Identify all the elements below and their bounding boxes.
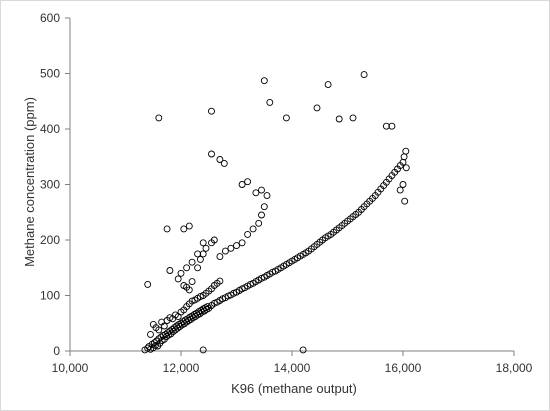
data-point xyxy=(183,264,191,272)
data-point xyxy=(204,303,212,311)
y-tick-label: 500 xyxy=(40,67,60,81)
data-point xyxy=(166,267,174,274)
data-point xyxy=(180,320,188,328)
y-tick-label: 0 xyxy=(53,344,60,358)
x-tick-label: 12,000 xyxy=(163,361,200,375)
data-point xyxy=(260,203,268,211)
y-axis-title: Methane concentration (ppm) xyxy=(22,97,37,267)
data-point xyxy=(220,159,228,167)
y-tick-label: 300 xyxy=(40,178,60,192)
data-point xyxy=(180,282,188,289)
x-tick-label: 14,000 xyxy=(274,361,311,375)
data-point xyxy=(244,230,252,238)
data-point xyxy=(160,322,168,330)
data-point xyxy=(174,275,182,283)
x-axis-title: K96 (methane output) xyxy=(231,381,357,396)
data-point xyxy=(147,330,154,338)
x-tick-label: 10,000 xyxy=(52,361,89,375)
data-point xyxy=(185,222,193,230)
data-point xyxy=(196,255,204,263)
data-point xyxy=(180,225,188,233)
data-point xyxy=(155,114,163,122)
data-point xyxy=(388,122,396,130)
data-point xyxy=(227,244,235,252)
data-point xyxy=(335,115,343,123)
data-point xyxy=(349,114,357,122)
data-point xyxy=(194,264,202,272)
data-point xyxy=(260,77,268,85)
data-point xyxy=(263,192,271,200)
data-point xyxy=(202,244,210,252)
y-axis-ticks: 0 100 200 300 400 500 600 xyxy=(40,11,70,358)
data-point xyxy=(177,269,185,277)
data-point xyxy=(249,225,257,233)
data-point xyxy=(238,239,246,247)
y-tick-label: 400 xyxy=(40,122,60,136)
data-point xyxy=(216,156,224,163)
data-point xyxy=(188,258,196,266)
data-point xyxy=(399,181,407,188)
data-point xyxy=(299,346,307,354)
data-point xyxy=(208,150,215,158)
data-point xyxy=(199,239,207,247)
x-tick-label: 16,000 xyxy=(385,361,422,375)
data-point xyxy=(199,250,207,258)
data-point xyxy=(216,253,224,261)
data-point xyxy=(282,114,290,122)
data-point xyxy=(221,247,229,255)
data-point xyxy=(360,71,368,79)
data-point xyxy=(402,164,410,172)
data-point xyxy=(188,278,196,286)
data-point xyxy=(155,335,163,343)
data-point xyxy=(155,326,163,334)
data-point xyxy=(238,181,246,188)
data-point xyxy=(194,250,202,258)
y-tick-label: 600 xyxy=(40,11,60,25)
y-tick-label: 100 xyxy=(40,289,60,303)
data-point xyxy=(402,147,410,155)
x-tick-label: 18,000 xyxy=(496,361,533,375)
data-point xyxy=(266,98,274,106)
data-point xyxy=(167,330,175,338)
data-point xyxy=(400,153,408,161)
data-point xyxy=(324,81,332,89)
data-point xyxy=(163,225,171,233)
data-point xyxy=(396,186,404,194)
y-tick-label: 200 xyxy=(40,233,60,247)
data-point xyxy=(382,122,390,130)
data-point xyxy=(216,277,224,285)
data-point xyxy=(313,104,321,112)
data-point xyxy=(210,236,218,244)
data-point xyxy=(252,189,260,197)
data-point xyxy=(144,280,152,288)
data-point xyxy=(174,324,182,332)
data-point xyxy=(208,107,215,115)
data-point xyxy=(401,197,409,205)
data-point xyxy=(258,186,265,194)
data-point xyxy=(185,286,193,294)
data-point xyxy=(258,211,265,219)
data-point xyxy=(199,346,207,354)
data-point xyxy=(255,219,263,227)
x-axis-ticks: 10,000 12,000 14,000 16,000 18,000 xyxy=(52,351,533,375)
data-point xyxy=(169,328,177,336)
data-points xyxy=(141,71,410,354)
data-point xyxy=(149,344,157,352)
data-point xyxy=(171,326,179,334)
data-point xyxy=(233,242,240,250)
data-point xyxy=(244,178,252,186)
